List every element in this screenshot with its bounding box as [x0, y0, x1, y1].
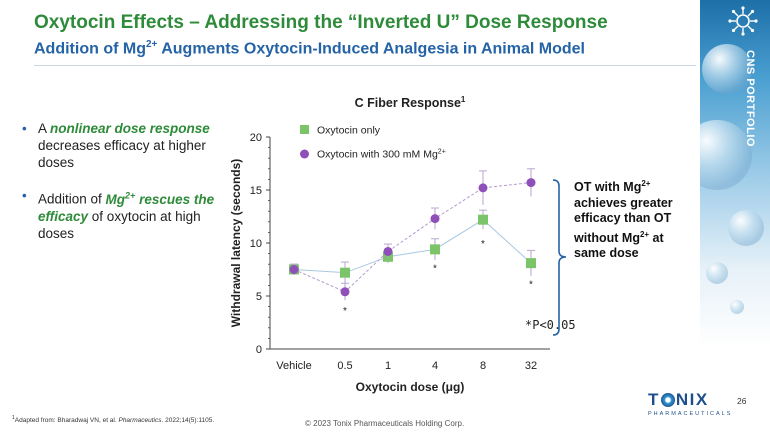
- legend-marker-circle: [300, 149, 309, 159]
- y-tick-label: 10: [250, 238, 262, 250]
- data-point-circle: [478, 183, 488, 193]
- significance-mark: *: [481, 239, 485, 250]
- legend-marker-square: [300, 125, 309, 134]
- x-tick-label: 0.5: [337, 360, 352, 372]
- y-axis-label: Withdrawal latency (seconds): [229, 159, 243, 328]
- series-line: [293, 219, 532, 274]
- data-point-square: [340, 267, 350, 278]
- page-number: 26: [737, 396, 747, 406]
- sidebar-label: CNS PORTFOLIO: [742, 50, 758, 170]
- data-point-circle: [383, 246, 393, 256]
- bubble-decoration: [706, 262, 728, 284]
- callout-bracket: [552, 179, 567, 336]
- copyright: © 2023 Tonix Pharmaceuticals Holding Cor…: [305, 419, 465, 428]
- series-line: [293, 182, 532, 293]
- x-tick-label: Vehicle: [276, 360, 311, 372]
- y-tick-label: 0: [256, 344, 262, 356]
- significance-mark: *: [529, 279, 533, 290]
- bullet-item: • A nonlinear dose response decreases eff…: [22, 121, 210, 170]
- bullet-item: • Addition of Mg2+ rescues the efficacy o…: [22, 188, 215, 241]
- y-tick-label: 5: [256, 291, 262, 303]
- header-divider: [34, 65, 696, 66]
- y-tick-label: 20: [250, 132, 262, 144]
- dose-response-chart: C Fiber Response1 0 5 10 15 20 Vehicle 0.5 1 4 8 32…: [229, 95, 576, 394]
- data-point-circle: [526, 178, 536, 188]
- page-subtitle: Addition of Mg2+ Augments Oxytocin-Induc…: [34, 39, 585, 58]
- data-point-circle: [430, 214, 440, 224]
- x-tick-label: 1: [385, 360, 391, 372]
- x-tick-label: 4: [432, 360, 438, 372]
- data-point-circle: [340, 287, 350, 297]
- sidebar-label-text: CNS PORTFOLIO: [744, 50, 756, 147]
- callout-text: OT with Mg2+ achieves greater efficacy t…: [574, 179, 673, 261]
- data-point-square: [430, 244, 440, 255]
- chart-title: C Fiber Response1: [355, 95, 466, 110]
- significance-mark: *: [343, 306, 347, 317]
- x-tick-label: 32: [525, 360, 537, 372]
- bullet-list: • A nonlinear dose response decreases eff…: [22, 120, 227, 258]
- x-tick-label: 8: [480, 360, 486, 372]
- y-tick-label: 15: [250, 185, 262, 197]
- data-point-circle: [289, 265, 299, 274]
- p-value-annotation: *P<0.05: [525, 318, 576, 332]
- decorative-band: [700, 0, 770, 434]
- logo-o-icon: [660, 393, 675, 407]
- data-point-square: [526, 258, 536, 269]
- molecule-icon: [728, 6, 758, 36]
- bubble-decoration: [730, 300, 744, 314]
- x-axis-label: Oxytocin dose (μg): [356, 380, 465, 394]
- data-point-square: [478, 214, 488, 225]
- company-logo: T NIX PHARMACEUTICALS: [648, 390, 733, 417]
- page-title: Oxytocin Effects – Addressing the “Inver…: [34, 12, 608, 33]
- bubble-decoration: [728, 210, 764, 246]
- footnote: 1Adapted from: Bharadwaj VN, et al. Phar…: [12, 415, 215, 425]
- bubble-decoration: [702, 44, 752, 94]
- legend-label: Oxytocin only: [317, 125, 381, 137]
- legend-label: Oxytocin with 300 mM Mg2+: [317, 149, 446, 161]
- significance-mark: *: [433, 263, 437, 274]
